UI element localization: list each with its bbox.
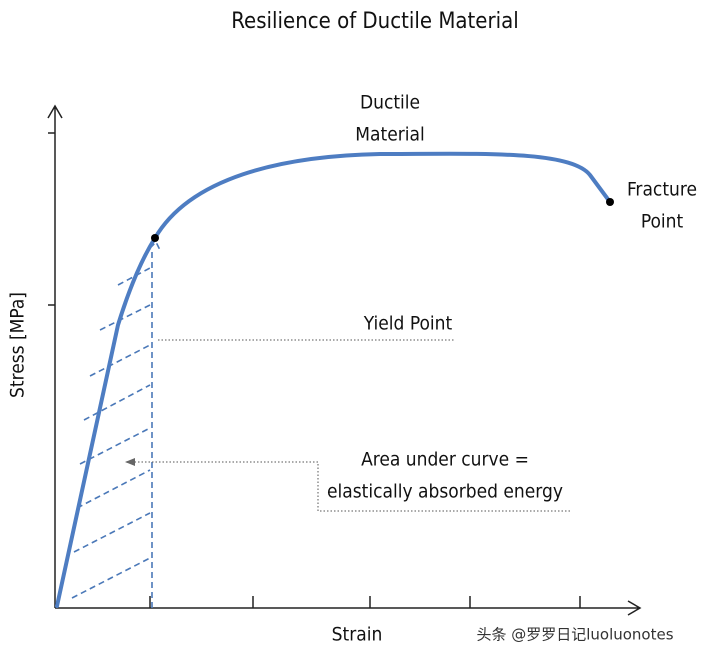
- axes: [47, 104, 642, 616]
- x-axis-label: Strain: [332, 624, 383, 646]
- yield-dot: [151, 234, 159, 242]
- ductile-label: Material: [355, 124, 424, 146]
- fracture-dot: [606, 198, 614, 206]
- area-leader: [125, 458, 570, 512]
- fracture-label: Point: [641, 211, 684, 233]
- y-axis-label: Stress [MPa]: [7, 292, 29, 398]
- stress-strain-curve: [55, 151, 612, 608]
- title: Resilience of Ductile Material: [231, 9, 518, 34]
- fracture-label: Fracture: [627, 179, 697, 201]
- yield-label: Yield Point: [363, 313, 453, 335]
- hatch-area: [71, 240, 161, 608]
- area-label: elastically absorbed energy: [327, 481, 563, 503]
- ductile-label: Ductile: [360, 92, 420, 114]
- area-label: Area under curve =: [361, 449, 529, 471]
- watermark: 头条 @罗罗日记luoluonotes: [476, 626, 673, 644]
